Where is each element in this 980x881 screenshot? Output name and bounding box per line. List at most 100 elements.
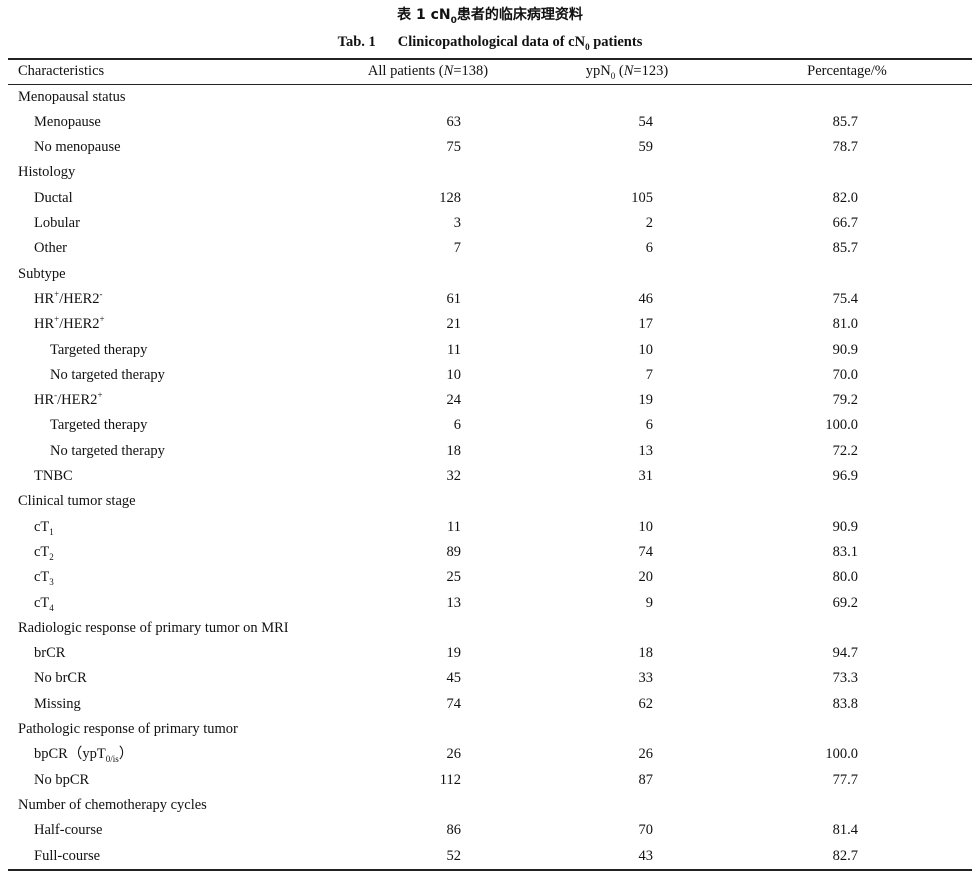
ypn0-count: 10 (638, 518, 654, 535)
header-percentage: Percentage/% (807, 63, 887, 79)
row-label: cT1 (34, 515, 54, 540)
text-run: =138) (453, 63, 489, 79)
table-caption: Clinicopathological data of cN0 patients (398, 34, 643, 51)
row-label: No menopause (34, 139, 121, 156)
percentage: 82.0 (832, 189, 858, 206)
percentage: 72.2 (832, 442, 858, 459)
row-label: No brCR (34, 670, 87, 687)
text-run: /HER2 (59, 290, 100, 307)
percentage: 81.0 (832, 316, 858, 333)
percentage: 78.7 (832, 139, 858, 156)
header-ypn0: ypN0 (N=123) (527, 59, 727, 84)
subscript: 3 (49, 577, 54, 588)
all-count: 61 (446, 290, 462, 307)
all-count: 89 (446, 543, 462, 560)
subscript: 4 (49, 602, 54, 613)
all-count: 112 (439, 771, 461, 788)
row-label: Other (34, 240, 68, 257)
group-label: Subtype (18, 265, 66, 282)
text-run: =123) (633, 63, 669, 79)
percentage: 90.9 (832, 341, 858, 358)
percentage: 100.0 (825, 746, 858, 763)
percentage: 80.0 (832, 569, 858, 586)
ypn0-count: 31 (638, 468, 654, 484)
all-count: 18 (446, 442, 462, 459)
all-count: 13 (446, 594, 462, 611)
row-label: cT2 (34, 540, 54, 565)
top-rule (8, 58, 972, 60)
subscript: 0 (610, 70, 616, 81)
ypn0-count: 43 (638, 847, 654, 864)
row-label: Targeted therapy (50, 341, 148, 358)
all-count: 63 (446, 113, 462, 130)
subtitle: Tab. 1 Clinicopathological data of cN0 pa… (0, 34, 980, 51)
text-run: ( (615, 63, 624, 79)
all-count: 7 (453, 240, 461, 257)
percentage: 85.7 (832, 113, 858, 130)
row-label: No bpCR (34, 771, 90, 788)
ypn0-count: 6 (645, 417, 653, 434)
text-run: cT (34, 594, 50, 611)
row-label: TNBC (34, 468, 73, 484)
text-run: ypN (585, 63, 611, 79)
ypn0-count: 59 (638, 139, 654, 156)
row-label: cT4 (34, 591, 54, 616)
superscript: - (54, 390, 58, 401)
all-count: 10 (446, 366, 462, 383)
percentage: 96.9 (832, 468, 858, 484)
italic: N (623, 63, 634, 79)
ypn0-count: 70 (638, 822, 654, 839)
percentage: 69.2 (832, 594, 858, 611)
ypn0-count: 17 (638, 316, 654, 333)
text-run: HR (34, 290, 55, 307)
percentage: 83.8 (832, 695, 858, 712)
row-label: Full-course (34, 847, 101, 864)
ypn0-count: 7 (645, 366, 653, 383)
superscript: + (99, 314, 105, 325)
ypn0-count: 13 (638, 442, 654, 459)
all-count: 25 (446, 569, 462, 586)
ypn0-count: 105 (631, 189, 653, 206)
percentage: 81.4 (832, 822, 858, 839)
row-label: Menopause (34, 113, 101, 130)
all-count: 86 (446, 822, 462, 839)
all-count: 45 (446, 670, 462, 687)
ypn0-count: 19 (638, 392, 654, 409)
all-count: 11 (447, 341, 461, 358)
text-run: HR (34, 392, 55, 409)
header-rule (8, 84, 972, 85)
row-label: brCR (34, 645, 66, 662)
group-label: Menopausal status (18, 88, 126, 105)
text-run: bpCR（ypT (34, 746, 106, 763)
ypn0-count: 6 (645, 240, 653, 257)
superscript: + (54, 289, 60, 300)
group-label: Histology (18, 164, 76, 181)
all-count: 26 (446, 746, 462, 763)
percentage: 75.4 (832, 290, 858, 307)
all-count: 128 (439, 189, 461, 206)
text-run: patients (589, 34, 643, 50)
ypn0-count: 46 (638, 290, 654, 307)
all-count: 11 (447, 518, 461, 535)
group-label: Pathologic response of primary tumor (18, 721, 238, 737)
bottom-rule (8, 869, 972, 871)
percentage: 73.3 (832, 670, 858, 687)
all-count: 21 (446, 316, 462, 333)
row-label: HR-/HER2+ (34, 388, 103, 413)
row-label: Ductal (34, 189, 73, 206)
row-label: Half-course (34, 822, 103, 839)
percentage: 70.0 (832, 366, 858, 383)
percentage: 100.0 (825, 417, 858, 434)
text-run: All patients ( (367, 63, 444, 79)
ypn0-count: 54 (638, 113, 654, 130)
text-run: cT (34, 543, 50, 560)
text-run: 患者的临床病理资料 (456, 7, 583, 23)
text-run: /HER2 (57, 392, 98, 409)
header-all: All patients (N=138) (328, 59, 528, 84)
row-label: Targeted therapy (50, 417, 148, 434)
text-run: cT (34, 569, 50, 586)
title: 表 1 cN0患者的临床病理资料 (0, 4, 980, 25)
ypn0-count: 62 (638, 695, 654, 712)
text-run: HR (34, 316, 55, 333)
all-count: 3 (453, 215, 461, 231)
